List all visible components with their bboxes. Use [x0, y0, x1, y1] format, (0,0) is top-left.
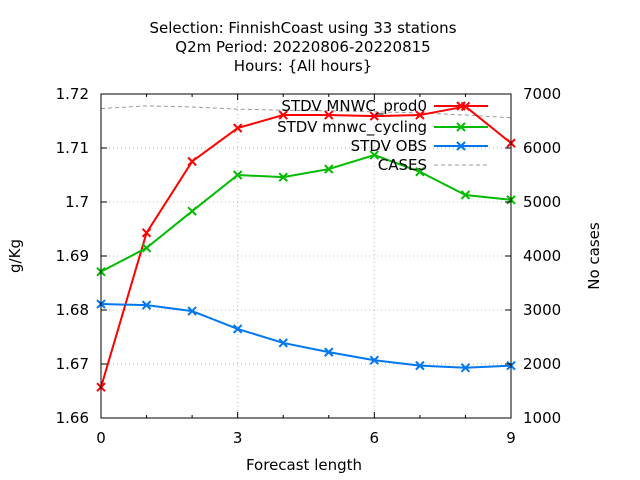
y2-tick-label: 5000	[523, 193, 561, 211]
legend-label: STDV OBS	[351, 137, 427, 155]
y2-tick-label: 6000	[523, 139, 561, 157]
series-stdv-obs-point-stroke-b	[278, 338, 288, 348]
y-tick-label: 1.7	[65, 193, 89, 211]
series-stdv-obs-point-stroke-b	[369, 355, 380, 365]
series-stdv-mnwc-cycling-point-stroke-b	[324, 164, 334, 174]
legend-entry-stdv-mnwc-cycling: STDV mnwc_cycling	[277, 118, 488, 137]
series-stdv-mnwc-prod0-point	[324, 110, 334, 120]
y-tick-label: 1.68	[56, 301, 89, 319]
y-tick-label: 1.72	[56, 85, 89, 103]
legend-label: STDV mnwc_cycling	[277, 118, 427, 137]
series-stdv-obs-point-stroke-b	[415, 360, 425, 371]
series-stdv-mnwc-prod0-point-stroke-b	[369, 111, 380, 121]
series-stdv-obs-line	[100, 303, 512, 369]
y2-axis-label: No cases	[585, 222, 603, 290]
legend-entry-stdv-obs: STDV OBS	[351, 137, 488, 155]
series-stdv-mnwc-cycling-point-stroke-b	[278, 172, 288, 182]
series-stdv-obs-point	[141, 300, 152, 310]
y-axis-label: g/Kg	[6, 239, 24, 273]
series-cases-line	[100, 105, 512, 119]
legend-marker-stroke-b	[456, 141, 466, 151]
chart-title: Selection: FinnishCoast using 33 station…	[149, 19, 456, 75]
legend-marker	[456, 141, 466, 151]
series-stdv-obs-point	[415, 360, 425, 371]
series-stdv-obs-point	[232, 324, 243, 334]
series-stdv-obs-point	[278, 338, 288, 348]
legend-entry-cases: CASES	[378, 156, 488, 174]
y-tick-label: 1.66	[56, 409, 89, 427]
grid	[101, 94, 511, 418]
y2-tick-label: 7000	[523, 85, 561, 103]
series-stdv-obs-point-stroke-b	[141, 300, 152, 310]
y2-tick-label: 4000	[523, 247, 561, 265]
title-line-3: Hours: {All hours}	[234, 57, 372, 75]
axes: 1.66 1.67 1.68 1.69 1.7 1.71 1.72 1000 2000 3000 4…	[56, 85, 562, 447]
y-tick-label: 1.69	[56, 247, 89, 265]
series-stdv-mnwc-prod0-point	[141, 228, 152, 238]
y2-tick-label: 1000	[523, 409, 561, 427]
series-stdv-mnwc-cycling-point-stroke-b	[460, 190, 471, 200]
x-axis-label: Forecast length	[246, 456, 362, 474]
series-stdv-mnwc-cycling-line	[100, 153, 512, 273]
y-tick-label: 1.67	[56, 355, 89, 373]
y2-tick-label: 2000	[523, 355, 561, 373]
series-cases	[100, 105, 512, 119]
series-stdv-mnwc-cycling	[96, 150, 516, 277]
legend-label: STDV MNWC_prod0	[281, 97, 427, 116]
y2-tick-label: 3000	[523, 301, 561, 319]
series-stdv-mnwc-cycling-point	[278, 172, 288, 182]
series-stdv-mnwc-cycling-point	[187, 206, 197, 216]
legend-label: CASES	[378, 156, 427, 174]
series-stdv-mnwc-cycling-point	[460, 190, 471, 200]
series-stdv-obs-point	[324, 347, 334, 357]
series-stdv-obs-point-stroke-b	[460, 363, 471, 373]
legend-marker	[456, 122, 466, 132]
series-stdv-mnwc-prod0-point-stroke-b	[232, 123, 243, 133]
series-stdv-obs-point-stroke-b	[324, 347, 334, 357]
x-tick-label: 3	[233, 429, 243, 447]
series-stdv-mnwc-cycling-point	[232, 170, 243, 180]
series-stdv-mnwc-cycling-point-stroke-b	[141, 243, 152, 253]
series-stdv-mnwc-prod0-point	[187, 156, 197, 167]
x-tick-label: 9	[506, 429, 516, 447]
series-stdv-mnwc-prod0-line	[100, 105, 512, 388]
series-stdv-mnwc-cycling-point-stroke-b	[415, 167, 425, 177]
legend-marker-stroke-b	[456, 122, 466, 132]
series-stdv-mnwc-cycling-point-stroke-b	[369, 150, 380, 160]
series-stdv-obs-point	[369, 355, 380, 365]
x-tick-label: 6	[370, 429, 380, 447]
series-stdv-mnwc-prod0-point-stroke-b	[187, 156, 197, 167]
series-stdv-obs-point-stroke-b	[232, 324, 243, 334]
series-stdv-obs-point	[187, 306, 197, 316]
series-stdv-mnwc-cycling-point	[324, 164, 334, 174]
title-line-2: Q2m Period: 20220806-20220815	[175, 38, 430, 56]
series-stdv-mnwc-prod0-point-stroke-b	[324, 110, 334, 120]
y-tick-label: 1.71	[56, 139, 89, 157]
series-stdv-mnwc-prod0-point	[278, 110, 288, 120]
series-stdv-obs	[96, 299, 516, 373]
series-stdv-mnwc-prod0-point-stroke-b	[278, 110, 288, 120]
series-stdv-mnwc-prod0-point	[369, 111, 380, 121]
series-stdv-obs-point-stroke-b	[187, 306, 197, 316]
legend-marker	[456, 101, 466, 111]
x-tick-label: 0	[96, 429, 106, 447]
series-stdv-mnwc-prod0-point-stroke-b	[141, 228, 152, 238]
legend-entry-stdv-mnwc-prod0: STDV MNWC_prod0	[281, 97, 488, 116]
series-layer	[96, 101, 516, 392]
series-stdv-mnwc-cycling-point	[141, 243, 152, 253]
series-stdv-mnwc-cycling-point-stroke-b	[187, 206, 197, 216]
title-line-1: Selection: FinnishCoast using 33 station…	[149, 19, 456, 37]
series-stdv-mnwc-cycling-point	[369, 150, 380, 160]
series-stdv-mnwc-prod0-point	[232, 123, 243, 133]
series-stdv-mnwc-prod0-point-stroke-b	[415, 110, 425, 120]
series-stdv-mnwc-prod0-point	[415, 110, 425, 120]
legend-marker-stroke-b	[456, 101, 466, 111]
series-stdv-mnwc-cycling-point	[415, 167, 425, 177]
series-stdv-obs-point	[460, 363, 471, 373]
series-stdv-mnwc-cycling-point-stroke-b	[232, 170, 243, 180]
